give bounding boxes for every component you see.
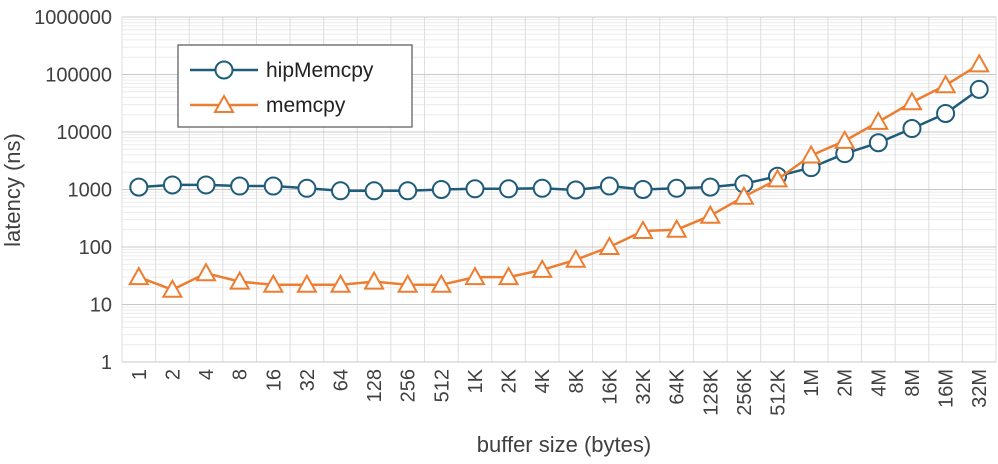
data-point-memcpy	[665, 218, 688, 238]
x-tick-label: 1K	[465, 368, 487, 393]
data-point-memcpy	[128, 266, 150, 286]
x-tick-label: 256K	[734, 368, 756, 415]
x-tick-label: 32M	[969, 369, 991, 408]
x-axis-label: buffer size (bytes)	[477, 432, 651, 457]
legend-label-memcpy: memcpy	[266, 94, 346, 117]
data-point-memcpy	[632, 219, 654, 239]
y-tick-label: 10	[90, 295, 112, 317]
legend-label-hipMemcpy: hipMemcpy	[266, 59, 374, 82]
data-point-hipMemcpy	[196, 175, 216, 195]
data-point-memcpy	[699, 204, 722, 224]
x-tick-label: 64K	[667, 368, 689, 404]
x-tick-label: 16K	[599, 368, 621, 404]
x-tick-label: 8M	[902, 369, 924, 397]
data-point-memcpy	[329, 273, 352, 293]
y-axis-label: latency (ns)	[0, 133, 25, 247]
x-tick-label: 256	[398, 369, 420, 402]
plot-grid	[121, 16, 997, 363]
data-point-hipMemcpy	[297, 178, 317, 198]
data-point-hipMemcpy	[566, 180, 586, 200]
data-point-memcpy	[598, 235, 621, 255]
series-layer	[128, 53, 990, 298]
data-point-memcpy	[766, 168, 789, 188]
x-tick-label: 128	[364, 369, 386, 402]
data-point-memcpy	[833, 129, 856, 149]
x-tick-label: 64	[331, 369, 353, 391]
data-point-hipMemcpy	[599, 176, 619, 196]
x-tick-label: 128K	[700, 368, 722, 415]
x-tick-label: 2M	[835, 369, 857, 397]
data-point-hipMemcpy	[667, 178, 687, 198]
data-point-memcpy	[968, 53, 990, 73]
data-point-memcpy	[867, 110, 890, 130]
x-tick-label: 4K	[532, 368, 554, 393]
data-point-memcpy	[565, 248, 587, 268]
x-tick-label: 512K	[768, 368, 790, 415]
x-tick-label: 4	[196, 369, 218, 380]
data-point-memcpy	[531, 258, 553, 278]
x-tick-label: 8	[230, 369, 252, 380]
data-point-memcpy	[228, 270, 251, 290]
legend-box	[177, 44, 413, 128]
data-point-memcpy	[161, 278, 184, 298]
legend: hipMemcpy memcpy	[177, 44, 413, 128]
data-point-hipMemcpy	[532, 178, 552, 198]
data-point-hipMemcpy	[700, 177, 720, 197]
data-point-hipMemcpy	[263, 176, 283, 196]
x-tick-label: 4M	[868, 369, 890, 397]
y-tick-label: 1000000	[34, 7, 112, 29]
data-point-hipMemcpy	[465, 179, 485, 199]
y-tick-label: 1000	[68, 180, 113, 202]
x-tick-label: 8K	[566, 368, 588, 393]
data-point-memcpy	[396, 273, 419, 293]
x-tick-label: 2	[162, 369, 184, 380]
data-point-memcpy	[430, 273, 453, 293]
data-point-hipMemcpy	[902, 119, 922, 139]
data-point-hipMemcpy	[129, 177, 149, 197]
x-axis-tick-labels: 1 2 4 8 16 32 64 128 256 512 1K 2K 4K 8K 16K 32K 64K 128K…	[129, 368, 991, 415]
y-tick-label: 100	[79, 237, 112, 259]
data-point-memcpy	[363, 270, 385, 290]
data-point-memcpy	[497, 266, 520, 286]
x-tick-label: 1	[129, 369, 151, 380]
legend-marker-hipMemcpy	[214, 60, 234, 80]
y-tick-label: 1	[101, 352, 112, 374]
data-point-hipMemcpy	[499, 179, 519, 199]
data-point-memcpy	[195, 262, 217, 282]
data-point-hipMemcpy	[868, 133, 888, 153]
x-tick-label: 16M	[936, 369, 958, 408]
data-point-memcpy	[901, 91, 923, 111]
x-tick-label: 16	[263, 369, 285, 391]
data-point-hipMemcpy	[633, 180, 653, 199]
data-point-memcpy	[733, 185, 755, 205]
data-point-memcpy	[464, 266, 486, 286]
x-tick-label: 32K	[633, 368, 655, 404]
data-point-hipMemcpy	[162, 175, 182, 195]
x-tick-label: 512	[431, 369, 453, 402]
data-point-hipMemcpy	[969, 79, 989, 99]
data-point-hipMemcpy	[230, 176, 250, 196]
x-tick-label: 1M	[801, 369, 823, 397]
data-point-hipMemcpy	[331, 181, 350, 201]
data-point-hipMemcpy	[364, 181, 384, 201]
legend-marker-memcpy	[213, 93, 235, 113]
data-point-memcpy	[934, 74, 957, 94]
y-tick-label: 100000	[45, 65, 112, 87]
data-point-hipMemcpy	[398, 181, 418, 201]
data-point-memcpy	[296, 273, 318, 293]
y-tick-label: 10000	[56, 122, 112, 144]
data-point-memcpy	[262, 273, 285, 293]
x-tick-label: 32	[297, 369, 319, 391]
data-point-hipMemcpy	[431, 180, 451, 199]
y-axis-tick-labels: 1 10 100 1000 10000 100000 1000000	[34, 7, 112, 374]
data-point-memcpy	[800, 144, 822, 164]
x-tick-label: 2K	[499, 368, 521, 393]
data-point-hipMemcpy	[936, 103, 956, 123]
